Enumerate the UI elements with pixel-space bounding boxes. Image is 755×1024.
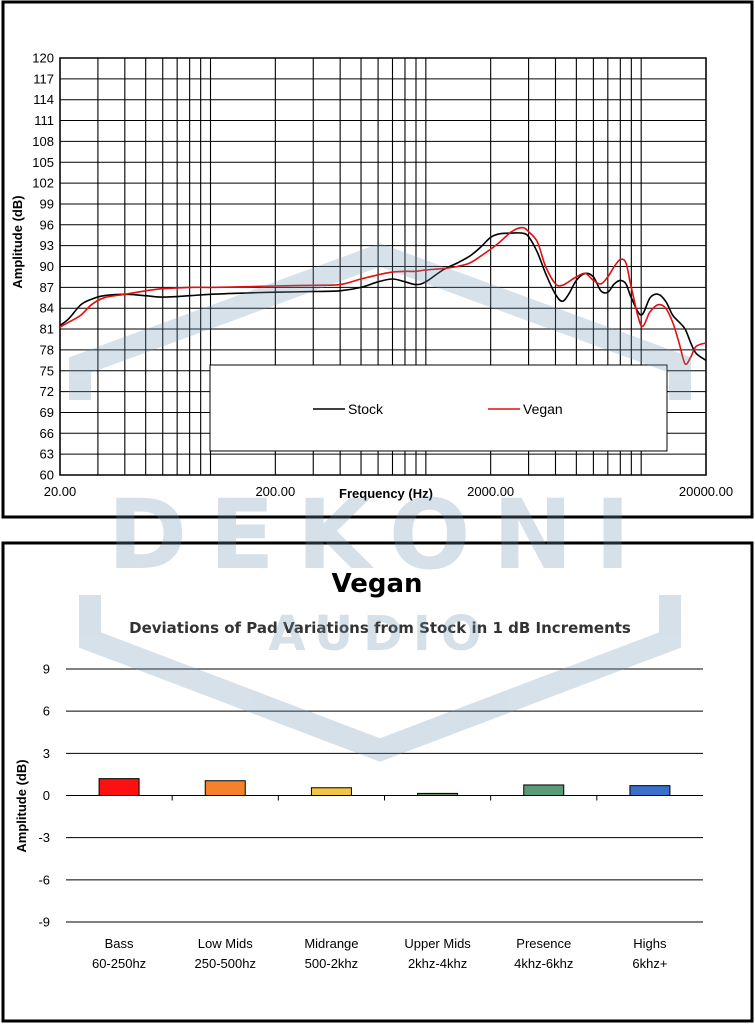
bar-chart-ylabel: Amplitude (dB) bbox=[14, 759, 29, 852]
line-chart-ytick-1: 63 bbox=[40, 447, 54, 462]
bar-chart-ytick-4: -3 bbox=[38, 830, 50, 845]
bar-chart-ytick-3: 0 bbox=[43, 788, 50, 803]
bar-category-label-4: Presence bbox=[516, 936, 571, 951]
line-chart-ytick-12: 96 bbox=[40, 217, 54, 232]
bar-category-label-3: Upper Mids bbox=[404, 936, 471, 951]
bar-2 bbox=[310, 787, 352, 797]
watermark-sub: AUDIO bbox=[268, 606, 491, 662]
bar-chart-ytick-5: -6 bbox=[38, 872, 50, 887]
bar-4 bbox=[523, 784, 565, 796]
bar-1 bbox=[204, 780, 246, 796]
series-line-stock bbox=[59, 232, 707, 361]
bar-category-label-2: Midrange bbox=[304, 936, 358, 951]
line-chart-ytick-11: 93 bbox=[40, 238, 54, 253]
line-chart-ytick-9: 87 bbox=[40, 280, 54, 295]
line-chart-ytick-5: 75 bbox=[40, 363, 54, 378]
watermark-brand: DEKONI bbox=[107, 479, 652, 591]
line-chart-ytick-20: 120 bbox=[32, 51, 54, 66]
line-chart-xtick-3: 20000.00 bbox=[679, 484, 733, 499]
bar-chart-ytick-6: -9 bbox=[38, 915, 50, 930]
bar-chart-categories: Bass 60-250hz Low Mids 250-500hz Midrange 500… bbox=[92, 936, 667, 971]
bar-category-range-2: 500-2khz bbox=[305, 956, 358, 971]
line-chart-ytick-7: 81 bbox=[40, 322, 54, 337]
line-chart-series bbox=[59, 226, 707, 366]
line-chart-x-ticks: 20.00 200.00 2000.00 20000.00 bbox=[44, 484, 733, 499]
bar-chart-ytick-0: 9 bbox=[43, 662, 50, 677]
legend-vegan-label: Vegan bbox=[523, 401, 563, 417]
bar-chart-grid: 9 6 3 0 -3 -6 -9 bbox=[38, 662, 703, 930]
line-chart-xtick-0: 20.00 bbox=[44, 484, 77, 499]
bar-category-range-4: 4khz-6khz bbox=[514, 956, 573, 971]
bar-category-range-1: 250-500hz bbox=[195, 956, 256, 971]
bar-category-label-1: Low Mids bbox=[198, 936, 253, 951]
line-chart-ylabel: Amplitude (dB) bbox=[10, 195, 25, 288]
bar-5 bbox=[629, 785, 671, 797]
bar-category-label-5: Highs bbox=[633, 936, 667, 951]
bar-category-label-0: Bass bbox=[105, 936, 134, 951]
bar-0 bbox=[98, 778, 140, 797]
bar-category-range-0: 60-250hz bbox=[92, 956, 146, 971]
series-line-vegan bbox=[59, 226, 707, 366]
line-chart-ytick-4: 72 bbox=[40, 384, 54, 399]
line-chart-y-ticks: 60 63 66 69 72 75 78 81 84 87 90 93 96 99 102 105 108 111… bbox=[32, 51, 54, 483]
line-chart-xtick-1: 200.00 bbox=[255, 484, 295, 499]
line-chart-ytick-18: 114 bbox=[33, 92, 54, 107]
bar-chart-ytick-1: 6 bbox=[43, 704, 50, 719]
line-chart-ytick-8: 84 bbox=[40, 301, 54, 316]
line-chart-xlabel: Frequency (Hz) bbox=[339, 486, 433, 501]
bar-chart-bars bbox=[98, 778, 671, 797]
bar-chart-subtitle: Deviations of Pad Variations from Stock … bbox=[129, 619, 631, 637]
line-chart-ytick-19: 117 bbox=[33, 71, 54, 86]
line-chart-ytick-15: 105 bbox=[32, 155, 54, 170]
line-chart-ytick-6: 78 bbox=[40, 342, 54, 357]
bar-chart-ytick-2: 3 bbox=[43, 746, 50, 761]
bar-3 bbox=[417, 792, 459, 796]
line-chart-ytick-10: 90 bbox=[40, 259, 54, 274]
bar-category-range-3: 2khz-4khz bbox=[408, 956, 467, 971]
bar-category-range-5: 6khz+ bbox=[632, 956, 667, 971]
line-chart-ytick-13: 99 bbox=[40, 196, 54, 211]
line-chart-xtick-2: 2000.00 bbox=[467, 484, 514, 499]
bar-chart-title: Vegan bbox=[332, 569, 423, 599]
line-chart-ytick-14: 102 bbox=[32, 176, 54, 191]
line-chart-legend: Stock Vegan bbox=[209, 364, 668, 452]
line-chart-ytick-0: 60 bbox=[40, 468, 54, 483]
line-chart-ytick-16: 108 bbox=[32, 134, 54, 149]
legend-stock-label: Stock bbox=[348, 401, 384, 417]
line-chart-ytick-17: 111 bbox=[34, 113, 54, 128]
line-chart-ytick-3: 69 bbox=[40, 405, 54, 420]
watermark-logo: DEKONI AUDIO bbox=[69, 243, 691, 762]
line-chart-ytick-2: 66 bbox=[40, 426, 54, 441]
